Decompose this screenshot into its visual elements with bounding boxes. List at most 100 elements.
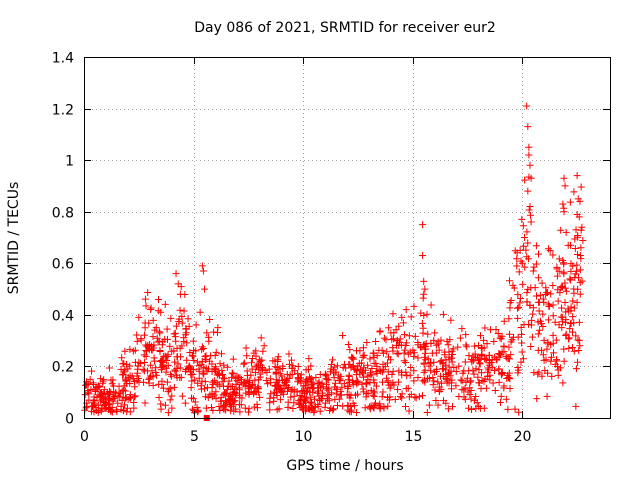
data-point bbox=[534, 274, 542, 282]
data-point bbox=[189, 352, 197, 360]
data-point bbox=[368, 364, 376, 372]
data-point bbox=[100, 386, 108, 394]
data-point bbox=[481, 324, 489, 332]
data-point bbox=[475, 356, 483, 364]
data-point bbox=[373, 362, 381, 370]
data-point bbox=[572, 365, 580, 373]
data-point bbox=[500, 317, 508, 325]
data-point bbox=[297, 371, 305, 379]
data-point bbox=[218, 366, 226, 374]
y-tick-label: 0.6 bbox=[52, 257, 74, 273]
data-point bbox=[141, 324, 149, 332]
data-point bbox=[216, 382, 224, 390]
data-point bbox=[565, 307, 573, 315]
data-point bbox=[256, 357, 264, 365]
data-point bbox=[134, 362, 142, 370]
data-point bbox=[285, 350, 293, 358]
data-point bbox=[511, 405, 519, 413]
data-point bbox=[436, 358, 444, 366]
y-tick-label: 1.4 bbox=[52, 51, 74, 67]
data-point bbox=[314, 400, 322, 408]
data-point bbox=[312, 373, 320, 381]
data-point bbox=[156, 346, 164, 354]
data-point bbox=[351, 391, 359, 399]
data-point bbox=[160, 352, 168, 360]
data-point bbox=[217, 350, 225, 358]
data-point bbox=[153, 371, 161, 379]
data-point bbox=[137, 335, 145, 343]
data-point bbox=[447, 354, 455, 362]
data-point bbox=[534, 330, 542, 338]
data-point bbox=[220, 401, 228, 409]
data-point bbox=[267, 379, 275, 387]
data-point bbox=[362, 393, 370, 401]
data-point bbox=[573, 298, 581, 306]
data-point bbox=[381, 363, 389, 371]
data-point bbox=[420, 277, 428, 285]
y-tick-label: 0.4 bbox=[52, 309, 74, 325]
data-point bbox=[404, 384, 412, 392]
data-point bbox=[256, 393, 264, 401]
data-point bbox=[363, 380, 371, 388]
data-point bbox=[283, 387, 291, 395]
data-point bbox=[389, 310, 397, 318]
data-point bbox=[243, 367, 251, 375]
data-point bbox=[524, 187, 532, 195]
data-point bbox=[521, 176, 529, 184]
data-point bbox=[533, 395, 541, 403]
data-point bbox=[377, 367, 385, 375]
data-point bbox=[547, 353, 555, 361]
data-point bbox=[220, 361, 228, 369]
data-point bbox=[102, 404, 110, 412]
data-point bbox=[420, 290, 428, 298]
data-point bbox=[423, 310, 431, 318]
data-point bbox=[530, 263, 538, 271]
data-point bbox=[567, 276, 575, 284]
data-point bbox=[285, 360, 293, 368]
data-point bbox=[579, 237, 587, 245]
data-point bbox=[164, 409, 172, 417]
data-point bbox=[256, 370, 264, 378]
data-point bbox=[245, 388, 253, 396]
data-point bbox=[504, 405, 512, 413]
data-point bbox=[305, 355, 313, 363]
data-point bbox=[210, 377, 218, 385]
data-point bbox=[442, 399, 450, 407]
data-point bbox=[187, 384, 195, 392]
data-point bbox=[178, 392, 186, 400]
data-point bbox=[538, 279, 546, 287]
data-point bbox=[526, 301, 534, 309]
data-point bbox=[258, 356, 266, 364]
data-point bbox=[307, 404, 315, 412]
data-point bbox=[493, 356, 501, 364]
data-point bbox=[506, 277, 514, 285]
data-point bbox=[309, 404, 317, 412]
data-point bbox=[553, 263, 561, 271]
data-point bbox=[171, 329, 179, 337]
data-point bbox=[330, 369, 338, 377]
data-point bbox=[198, 346, 206, 354]
data-point bbox=[253, 400, 261, 408]
data-point bbox=[160, 384, 168, 392]
data-point bbox=[257, 334, 265, 342]
data-point bbox=[236, 408, 244, 416]
data-point bbox=[506, 384, 514, 392]
data-point bbox=[93, 383, 101, 391]
data-point bbox=[535, 298, 543, 306]
data-point bbox=[578, 223, 586, 231]
data-point bbox=[90, 393, 98, 401]
data-point bbox=[329, 356, 337, 364]
data-point bbox=[309, 380, 317, 388]
data-point bbox=[561, 182, 569, 190]
data-point bbox=[515, 408, 523, 416]
data-point bbox=[567, 267, 575, 275]
data-point bbox=[261, 366, 269, 374]
data-point bbox=[295, 401, 303, 409]
data-point bbox=[99, 377, 107, 385]
data-point bbox=[418, 392, 426, 400]
data-point bbox=[105, 364, 113, 372]
data-point bbox=[449, 403, 457, 411]
data-point bbox=[388, 370, 396, 378]
data-point bbox=[212, 348, 220, 356]
data-point bbox=[260, 342, 268, 350]
